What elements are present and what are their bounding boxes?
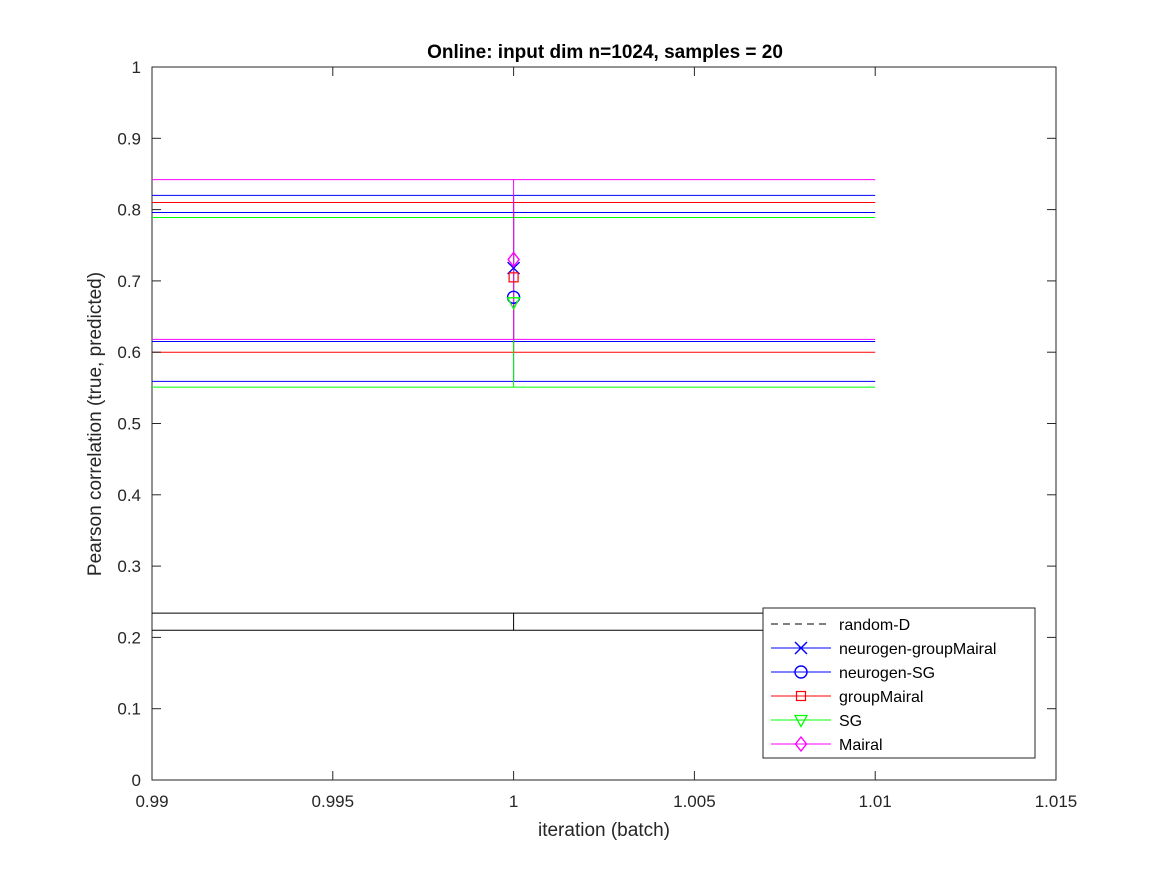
y-tick-label: 0.3 <box>117 557 141 576</box>
y-tick-label: 0.1 <box>117 700 141 719</box>
series-random-D <box>152 612 876 631</box>
legend-label: neurogen-SG <box>839 665 935 682</box>
legend-marker-groupMairal <box>795 690 807 702</box>
points-groupMairal <box>508 272 519 283</box>
legend-item-SG: SG <box>771 713 862 730</box>
y-tick-label: 0 <box>132 771 141 790</box>
series-Mairal <box>152 179 876 340</box>
y-tick-label: 0.4 <box>117 486 141 505</box>
y-tick-label: 0.8 <box>117 201 141 220</box>
y-tick-label: 0.9 <box>117 129 141 148</box>
x-tick-label: 0.99 <box>135 792 168 811</box>
legend-items: random-D neurogen-groupMairal neurogen-SG g… <box>771 617 996 754</box>
legend-item-Mairal: Mairal <box>771 735 883 754</box>
points-SG <box>506 297 521 311</box>
points-Mairal <box>507 251 520 268</box>
point-groupMairal <box>508 272 519 283</box>
point-Mairal <box>507 251 520 268</box>
x-tick-label: 1.005 <box>673 792 716 811</box>
legend-item-neurogen-SG: neurogen-SG <box>771 665 935 682</box>
point-neurogen-groupMairal <box>507 261 521 275</box>
plot-area: 0.99 0.995 1 1.005 1.01 1.015 0 0.1 0.2 0.3 0.4 0.5… <box>117 58 1077 811</box>
x-tick-label: 1.015 <box>1035 792 1078 811</box>
y-tick-label: 0.5 <box>117 415 141 434</box>
ticks-layer: 0.99 0.995 1 1.005 1.01 1.015 0 0.1 0.2 0.3 0.4 0.5… <box>117 58 1077 811</box>
legend-item-random-D: random-D <box>771 617 910 634</box>
y-tick-label: 0.2 <box>117 628 141 647</box>
legend-label: random-D <box>839 617 910 634</box>
point-SG <box>506 297 521 311</box>
legend-label: groupMairal <box>839 689 923 706</box>
y-tick-label: 1 <box>132 58 141 77</box>
legend: random-D neurogen-groupMairal neurogen-SG g… <box>762 607 1036 759</box>
legend-label: neurogen-groupMairal <box>839 641 996 658</box>
chart-title: Online: input dim n=1024, samples = 20 <box>427 42 783 63</box>
legend-item-groupMairal: groupMairal <box>771 689 923 706</box>
legend-marker-neurogen-SG <box>794 665 808 679</box>
x-tick-label: 1 <box>509 792 518 811</box>
legend-box <box>762 607 1036 759</box>
legend-marker-SG <box>793 714 809 728</box>
x-tick-label: 1.01 <box>859 792 892 811</box>
series-layer <box>152 179 876 631</box>
point-neurogen-groupMairal-stroke-b <box>507 261 521 275</box>
legend-item-neurogen-groupMairal: neurogen-groupMairal <box>771 641 996 658</box>
points-neurogen-groupMairal <box>507 261 521 275</box>
x-axis-label: iteration (batch) <box>538 820 670 841</box>
y-tick-label: 0.6 <box>117 343 141 362</box>
y-tick-label: 0.7 <box>117 272 141 291</box>
legend-marker-neurogen-groupMairal <box>794 641 808 655</box>
y-axis-label: Pearson correlation (true, predicted) <box>85 272 106 576</box>
legend-label: Mairal <box>839 737 883 754</box>
x-tick-label: 0.995 <box>312 792 355 811</box>
legend-marker-neurogen-groupMairal-stroke-b <box>794 641 808 655</box>
legend-marker-Mairal <box>794 735 808 753</box>
legend-label: SG <box>839 713 862 730</box>
